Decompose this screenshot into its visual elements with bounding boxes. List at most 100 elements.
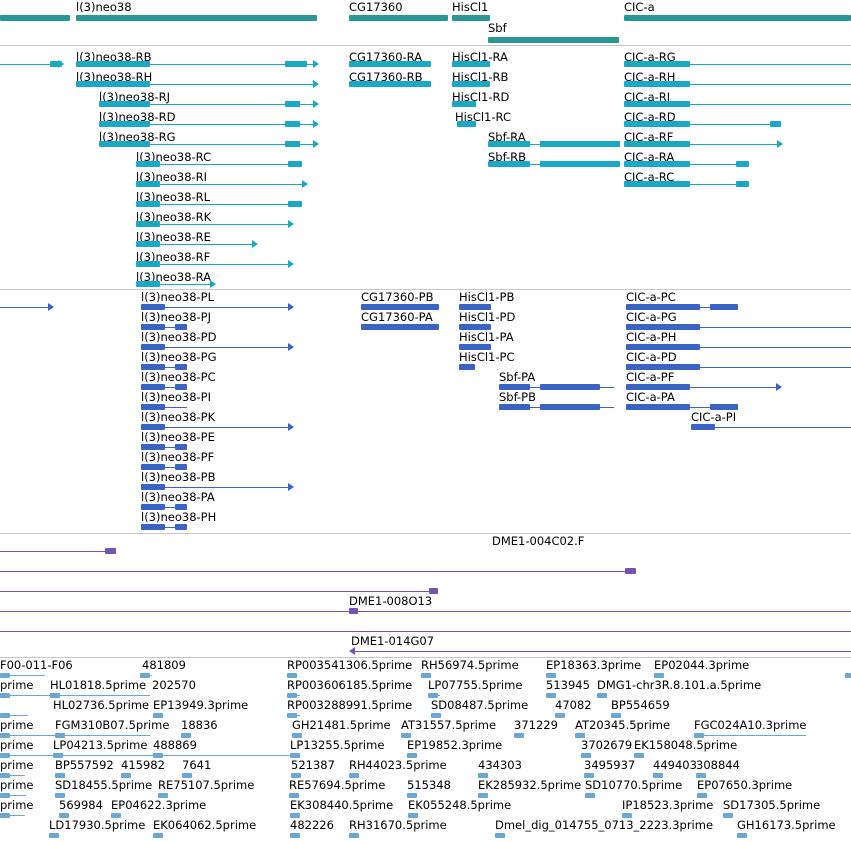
est-block[interactable] (514, 732, 524, 738)
est-block[interactable] (585, 792, 595, 798)
est-label[interactable]: HL01818.5prime (50, 678, 147, 692)
transcript-line[interactable] (624, 83, 851, 85)
transcript-label[interactable]: CG17360-RA (349, 50, 423, 64)
transcript-exon[interactable] (136, 201, 160, 207)
est-label[interactable]: 308844 (696, 758, 740, 772)
gene-label[interactable]: Sbf (488, 21, 507, 35)
est-block[interactable] (581, 752, 591, 758)
protein-exon[interactable] (175, 464, 187, 470)
protein-exon[interactable] (175, 324, 187, 330)
protein-label[interactable]: CIC-a-PD (626, 350, 677, 364)
protein-label[interactable]: CG17360-PB (361, 290, 434, 304)
est-label[interactable]: EK308440.5prime (290, 798, 394, 812)
protein-label[interactable]: CIC-a-PC (626, 290, 676, 304)
est-block[interactable] (140, 672, 150, 678)
transcript-line[interactable] (624, 143, 781, 145)
est-block[interactable] (287, 712, 297, 718)
protein-label[interactable]: l(3)neo38-PL (141, 290, 215, 304)
protein-exon[interactable] (361, 304, 439, 310)
est-label[interactable]: 513945 (546, 678, 590, 692)
gene-bar[interactable] (488, 37, 619, 43)
protein-line[interactable] (626, 346, 851, 348)
transcript-exon[interactable] (285, 141, 300, 147)
transcript-exon[interactable] (452, 61, 490, 67)
est-block[interactable] (121, 772, 131, 778)
clone-line[interactable] (0, 570, 636, 572)
est-label[interactable]: prime (0, 758, 34, 772)
clone-label[interactable]: DME1-008O13 (349, 594, 433, 608)
transcript-label[interactable]: CIC-a-RH (624, 70, 676, 84)
transcript-exon[interactable] (540, 161, 620, 167)
est-label[interactable]: BP554659 (611, 698, 670, 712)
clone-exon[interactable] (349, 608, 358, 614)
protein-label[interactable]: l(3)neo38-PC (141, 370, 216, 384)
est-label[interactable]: SD08487.5prime (431, 698, 529, 712)
transcript-label[interactable]: Sbf-RB (488, 150, 527, 164)
gene-bar[interactable] (452, 15, 490, 21)
protein-line[interactable] (626, 326, 851, 328)
est-line[interactable] (0, 814, 25, 816)
transcript-exon[interactable] (76, 81, 150, 87)
transcript-exon[interactable] (452, 101, 476, 107)
transcript-line[interactable] (624, 103, 851, 105)
transcript-exon[interactable] (488, 141, 530, 147)
protein-line[interactable] (691, 426, 851, 428)
est-block[interactable] (49, 832, 59, 838)
transcript-exon[interactable] (136, 161, 160, 167)
protein-label[interactable]: l(3)neo38-PF (141, 450, 215, 464)
protein-exon[interactable] (175, 444, 187, 450)
gene-bar[interactable] (624, 15, 851, 21)
protein-exon[interactable] (459, 304, 491, 310)
est-label[interactable]: RH31670.5prime (349, 818, 447, 832)
protein-exon[interactable] (175, 504, 187, 510)
est-block[interactable] (654, 672, 664, 678)
est-block[interactable] (55, 732, 65, 738)
transcript-line[interactable] (0, 63, 62, 65)
est-block[interactable] (287, 672, 297, 678)
est-block[interactable] (546, 692, 556, 698)
protein-exon[interactable] (175, 384, 187, 390)
est-label[interactable]: EP13949.3prime (153, 698, 249, 712)
est-block[interactable] (478, 772, 488, 778)
est-block[interactable] (181, 732, 191, 738)
est-label[interactable]: LP04213.5prime (53, 738, 148, 752)
est-label[interactable]: EP19852.3prime (407, 738, 503, 752)
clone-line[interactable] (351, 650, 851, 652)
est-block[interactable] (653, 772, 663, 778)
protein-exon[interactable] (141, 304, 165, 310)
protein-label[interactable]: l(3)neo38-PG (141, 350, 217, 364)
protein-label[interactable]: CIC-a-PI (691, 410, 737, 424)
est-block[interactable] (611, 712, 621, 718)
transcript-label[interactable]: l(3)neo38-RJ (99, 90, 171, 104)
protein-exon[interactable] (459, 344, 491, 350)
est-block[interactable] (0, 672, 10, 678)
transcript-exon[interactable] (736, 161, 749, 167)
protein-exon[interactable] (710, 404, 738, 410)
transcript-line[interactable] (76, 83, 317, 85)
est-block[interactable] (53, 752, 63, 758)
transcript-exon[interactable] (288, 161, 302, 167)
transcript-exon[interactable] (452, 81, 490, 87)
est-block[interactable] (555, 712, 565, 718)
protein-exon[interactable] (626, 364, 700, 370)
protein-line[interactable] (141, 306, 292, 308)
transcript-exon[interactable] (624, 61, 690, 67)
transcript-label[interactable]: CIC-a-RC (624, 170, 675, 184)
est-line[interactable] (0, 754, 290, 756)
transcript-exon[interactable] (624, 141, 690, 147)
transcript-label[interactable]: l(3)neo38-RI (136, 170, 208, 184)
gene-label[interactable]: CIC-a (624, 0, 655, 14)
transcript-exon[interactable] (285, 121, 300, 127)
protein-line[interactable] (626, 366, 851, 368)
est-block[interactable] (584, 772, 594, 778)
est-label[interactable]: GH16173.5prime (737, 818, 836, 832)
protein-exon[interactable] (141, 504, 165, 510)
transcript-label[interactable]: l(3)neo38-RH (76, 70, 153, 84)
transcript-line[interactable] (76, 63, 317, 65)
transcript-exon[interactable] (136, 261, 160, 267)
transcript-line[interactable] (136, 183, 306, 185)
transcript-line[interactable] (99, 143, 317, 145)
est-block[interactable] (0, 772, 10, 778)
protein-label[interactable]: CIC-a-PF (626, 370, 675, 384)
est-label[interactable]: 481809 (142, 658, 186, 672)
